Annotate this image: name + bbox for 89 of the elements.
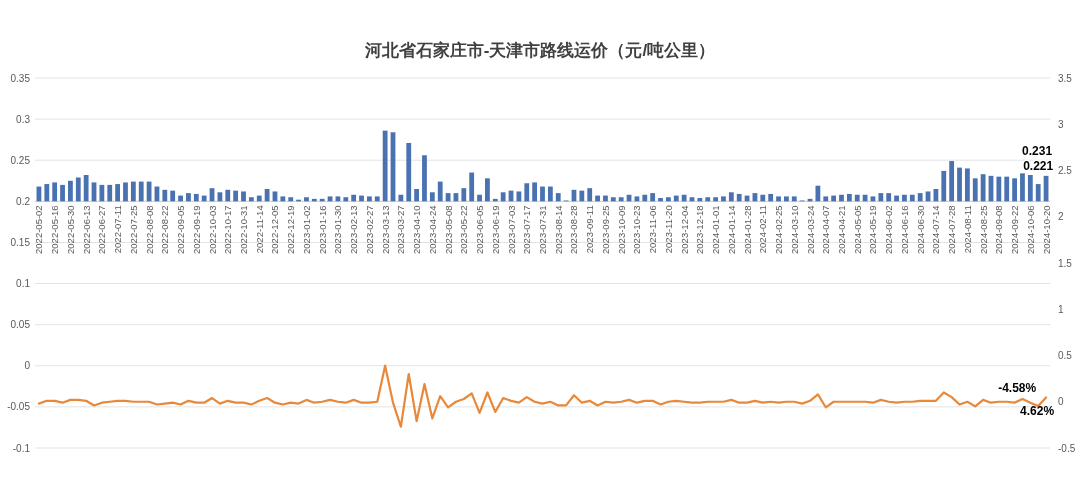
x-tick-label: 2024-10-06 [1024,205,1036,254]
x-tick-label: 2024-04-21 [835,205,847,254]
x-tick-label: 2024-09-08 [993,205,1005,254]
x-tick-label: 2023-11-20 [662,205,674,254]
x-tick-label: 2022-10-03 [206,205,218,254]
y2-tick-label: 2 [1058,211,1064,223]
x-tick-label: 2024-07-14 [930,205,942,254]
x-tick-label: 2023-06-05 [474,205,486,254]
x-tick-label: 2024-04-07 [820,205,832,254]
x-tick-label: 2023-11-06 [647,205,659,254]
x-tick-label: 2022-08-08 [143,205,155,254]
y-tick-label: 0.25 [10,154,31,166]
x-tick-label: 2022-07-25 [127,205,139,254]
x-tick-label: 2024-09-22 [1009,205,1021,254]
x-tick-label: 2023-08-28 [568,205,580,254]
y-tick-label: 0.35 [10,72,31,84]
y2-tick-label: 3.5 [1058,72,1073,84]
x-tick-label: 2022-07-11 [112,205,124,254]
x-tick-label: 2024-06-16 [898,205,910,254]
x-tick-label: 2022-08-22 [159,205,171,254]
x-tick-label: 2024-02-11 [757,205,769,254]
x-tick-label: 2023-08-14 [552,205,564,254]
x-tick-label: 2022-05-16 [49,205,61,254]
x-tick-label: 2022-10-17 [222,205,234,254]
y2-tick-label: 1 [1058,303,1064,315]
x-tick-label: 2024-06-02 [883,205,895,254]
x-tick-label: 2022-09-05 [175,205,187,254]
x-tick-label: 2023-03-13 [379,205,391,254]
x-tick-label: 2024-03-10 [788,205,800,254]
y2-tick-label: 1.5 [1058,257,1073,269]
x-tick-label: 2024-07-28 [946,205,958,254]
x-tick-label: 2024-01-01 [710,205,722,254]
x-tick-label: 2023-05-22 [458,205,470,254]
y-tick-label: 0.2 [16,195,31,207]
x-tick-label: 2022-10-31 [238,205,250,254]
x-tick-label: 2024-01-28 [741,205,753,254]
x-tick-label: 2024-01-14 [725,205,737,254]
x-tick-label: 2024-06-30 [914,205,926,254]
y2-tick-label: 0 [1058,396,1064,408]
data-label: 4.62% [1020,404,1055,419]
x-tick-label: 2023-01-30 [332,205,344,254]
x-tick-label: 2024-05-19 [867,205,879,254]
x-tick-label: 2024-08-11 [961,205,973,254]
x-tick-label: 2023-07-17 [521,205,533,254]
y-tick-label: -0.1 [12,442,31,454]
title: 河北省石家庄市-天津市路线运价（元/吨公里） [364,41,716,60]
x-tick-label: 2023-10-23 [631,205,643,254]
x-tick-label: 2022-12-19 [285,205,297,254]
x-tick-label: 2024-10-20 [1040,205,1052,254]
x-tick-label: 2022-06-13 [80,205,92,254]
x-tick-label: 2022-05-02 [33,205,45,254]
x-tick-label: 2022-12-05 [269,205,281,254]
x-tick-label: 2023-09-25 [599,205,611,254]
x-tick-label: 2023-10-09 [615,205,627,254]
x-tick-label: 2023-02-13 [348,205,360,254]
x-tick-label: 2023-07-31 [537,205,548,254]
x-tick-label: 2023-04-24 [426,205,438,254]
y2-tick-label: -0.5 [1058,442,1076,454]
x-tick-label: 2024-08-25 [977,205,989,254]
y2-tick-label: 3 [1058,118,1064,130]
x-tick-label: 2022-11-14 [253,205,265,254]
data-label: 0.221 [1023,158,1054,173]
x-tick-label: 2023-03-27 [395,205,407,254]
x-tick-label: 2023-12-04 [678,205,690,254]
x-tick-label: 2024-03-24 [804,205,816,254]
x-tick-label: 2023-02-27 [363,205,375,254]
data-label: 0.231 [1022,144,1053,159]
x-tick-label: 2023-07-03 [505,205,517,254]
x-tick-label: 2024-05-05 [851,205,863,254]
y-tick-label: 0.05 [10,319,31,331]
x-tick-label: 2022-05-30 [64,205,76,254]
x-tick-label: 2023-04-10 [411,205,423,254]
y-tick-label: -0.05 [7,401,31,413]
x-tick-label: 2022-06-27 [96,205,108,254]
y-tick-label: 0.3 [16,113,31,125]
x-tick-label: 2023-06-19 [489,205,501,254]
y-tick-label: 0.1 [16,278,31,290]
data-label: -4.58% [998,380,1037,395]
y2-tick-label: 2.5 [1058,165,1073,176]
x-tick-label: 2023-09-11 [584,205,596,254]
x-tick-label: 2022-09-19 [190,205,202,254]
x-tick-label: 2024-02-25 [773,205,785,254]
x-tick-label: 2023-12-18 [694,205,706,254]
y2-tick-label: 0.5 [1058,350,1073,361]
x-tick-label: 2023-01-16 [316,205,328,254]
y-tick-label: 0.15 [10,236,31,248]
x-tick-label: 2023-05-08 [442,205,454,254]
y-tick-label: 0 [24,360,31,372]
x-tick-label: 2023-01-02 [300,205,312,254]
